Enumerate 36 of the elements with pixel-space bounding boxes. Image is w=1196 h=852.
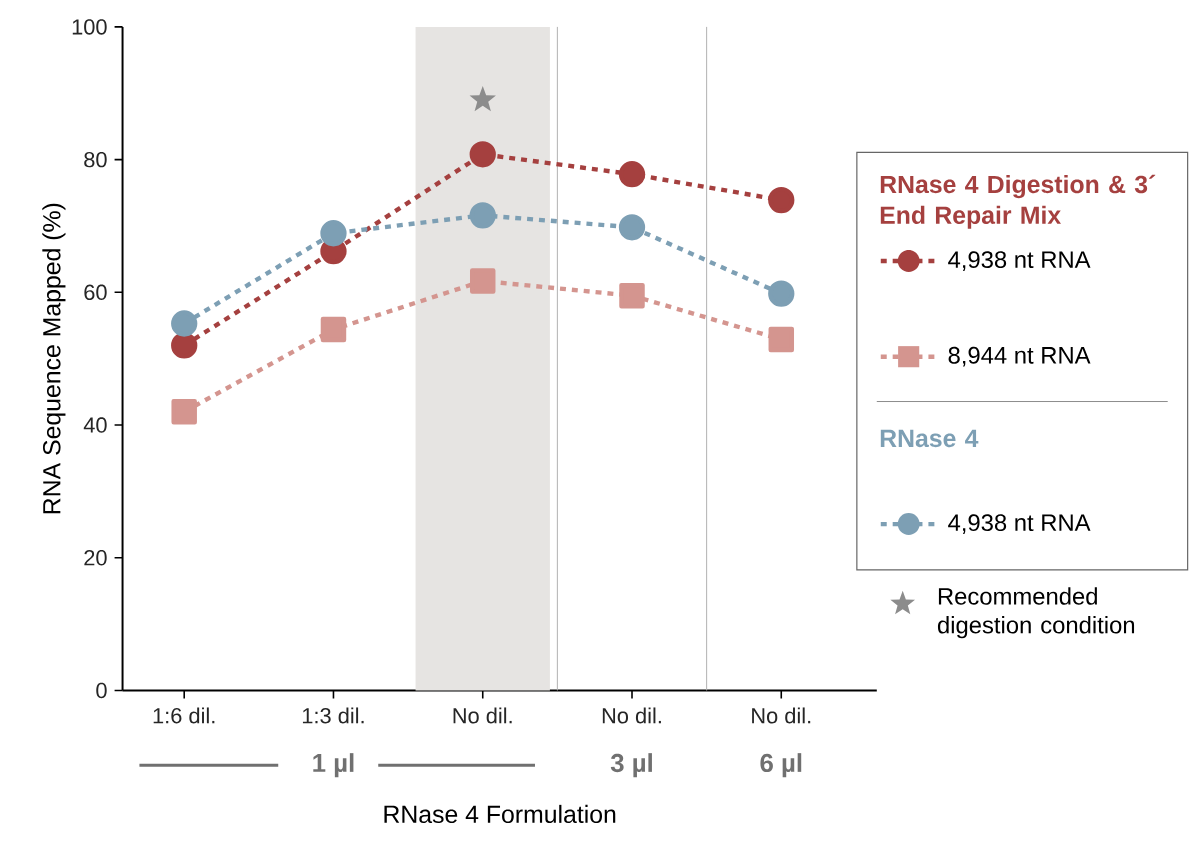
text: RNase 4	[880, 429, 979, 448]
y-tick-label: 60	[84, 284, 107, 301]
y-tick-label: 20	[84, 550, 107, 566]
y-tick-label: 0	[96, 682, 107, 699]
x-tick-label: 1:3 dil.	[302, 707, 364, 724]
point	[618, 214, 646, 241]
legend-label: 4,938 nt RNA	[948, 251, 1091, 271]
point	[171, 332, 198, 359]
x-tick-label: No dil.	[453, 707, 512, 724]
text: RNase 4 Digestion & 3´ End Repair Mix	[880, 174, 1156, 229]
y-axis-title: RNA Sequence Mapped (%)	[42, 203, 66, 514]
y-tick-label: 40	[83, 417, 107, 433]
x-tick-label: No dil.	[602, 707, 661, 724]
text: 6 µl	[760, 753, 802, 778]
y-tick-label: 80	[84, 151, 107, 168]
point	[619, 282, 645, 309]
y-tick-label: 100	[72, 19, 107, 35]
point	[768, 280, 795, 307]
legend-label: 8,944 nt RNA	[948, 346, 1091, 367]
point	[320, 220, 347, 247]
point	[469, 141, 496, 168]
x-axis-title: RNase 4 Formulation	[384, 804, 616, 824]
legend-label: Recommended digestion condition	[937, 587, 1135, 639]
text: 3 µl	[610, 753, 652, 778]
point	[171, 399, 197, 425]
x-tick-label: No dil.	[752, 707, 811, 724]
point	[320, 316, 347, 343]
legend-label: 4,938 nt RNA	[948, 514, 1091, 534]
point	[768, 187, 795, 214]
point	[171, 310, 198, 337]
point	[469, 202, 496, 229]
x-tick-label: 1:6 dil.	[153, 707, 215, 724]
point	[469, 268, 496, 294]
point	[618, 161, 646, 188]
point	[768, 326, 795, 353]
text: 1 µl	[313, 753, 354, 778]
